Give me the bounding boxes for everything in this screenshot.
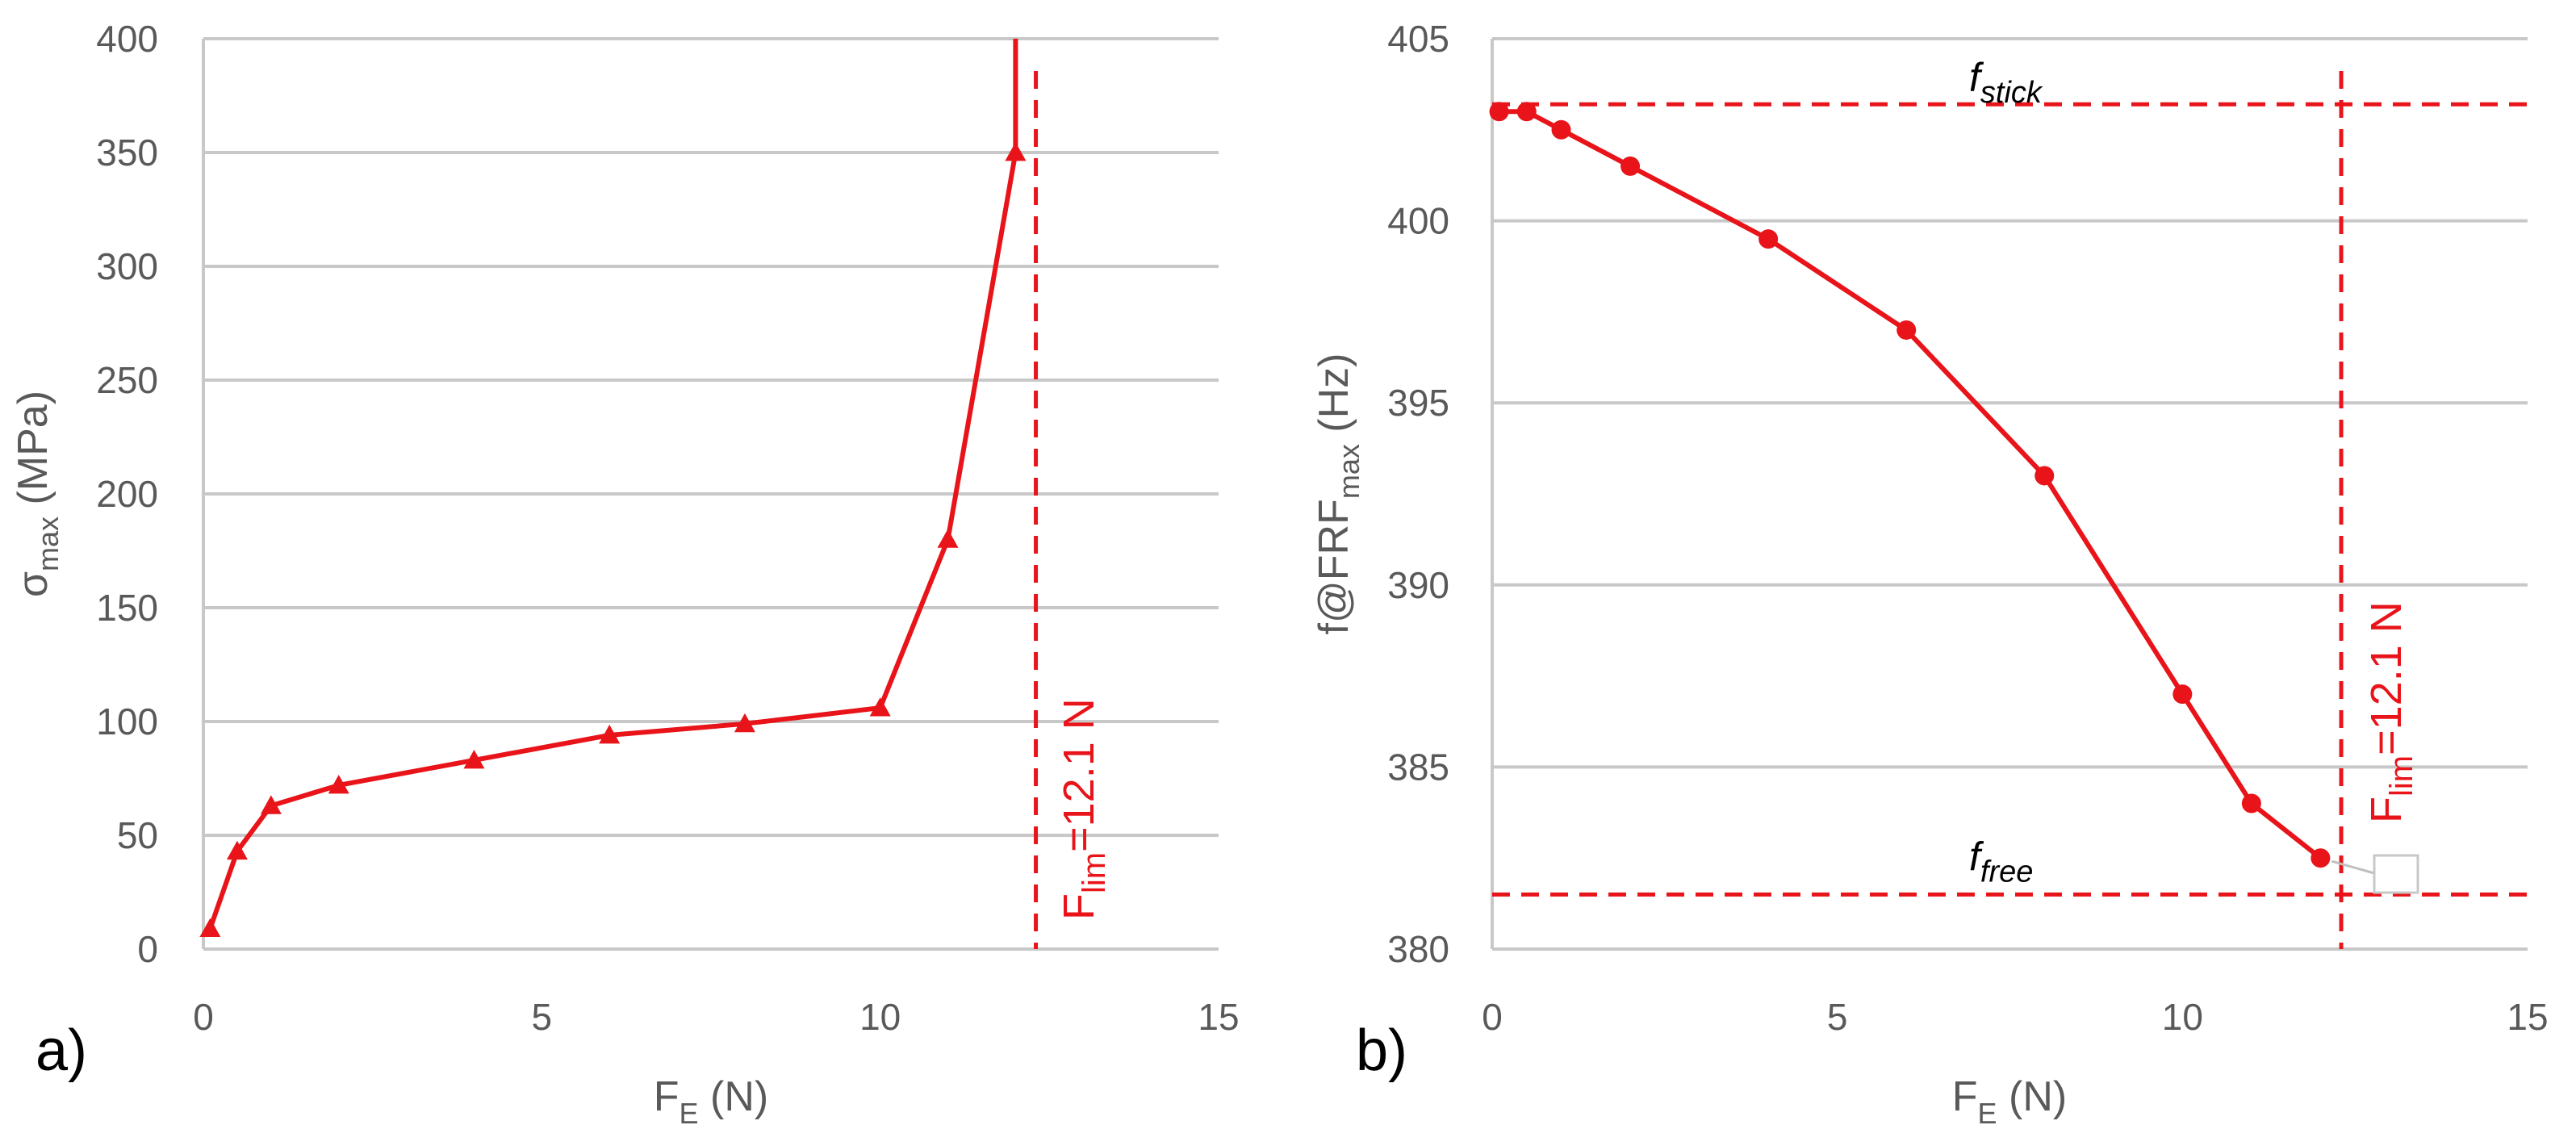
- y-tick-label: 390: [1387, 564, 1449, 606]
- reference-label-stick: fstick: [1969, 55, 2043, 110]
- limit-label: Flim=12.1 N: [1055, 698, 1112, 920]
- data-point-marker: [1551, 119, 1571, 140]
- y-tick-label: 300: [96, 245, 158, 287]
- callout-leader: [2331, 860, 2375, 875]
- data-point-marker: [2034, 466, 2055, 486]
- y-tick-label: 395: [1387, 382, 1449, 424]
- x-tick-label: 5: [1827, 996, 1848, 1038]
- data-point-marker: [2241, 793, 2261, 813]
- limit-label-sub: lim: [2384, 755, 2419, 797]
- x-tick-label: 0: [193, 996, 214, 1038]
- limit-label: Flim=12.1 N: [2362, 601, 2419, 823]
- data-point-marker: [1005, 142, 1027, 161]
- limit-label-rest: =12.1 N: [2362, 601, 2411, 755]
- data-point-marker: [328, 774, 349, 794]
- x-axis-title: FE (N): [1952, 1073, 2067, 1130]
- x-axis-title-unit: (N): [1997, 1073, 2068, 1120]
- empty-data-label-box: [2373, 854, 2419, 894]
- y-tick-label: 385: [1387, 746, 1449, 788]
- limit-label-sub: lim: [1077, 852, 1112, 893]
- x-axis-title-sub: E: [680, 1097, 699, 1130]
- reference-label-sub: stick: [1980, 76, 2043, 110]
- limit-label-main: F: [1055, 893, 1103, 920]
- data-point-marker: [937, 529, 959, 548]
- y-axis-title: σmax (MPa): [10, 391, 65, 597]
- data-point-marker: [463, 749, 485, 769]
- data-point-marker: [260, 795, 282, 814]
- y-axis-title-main: σ: [10, 571, 56, 597]
- data-point-marker: [1516, 102, 1537, 122]
- data-point-marker: [1758, 229, 1779, 249]
- series-line: [1499, 109, 2323, 860]
- y-tick-label: 350: [96, 132, 158, 174]
- data-point-marker: [2310, 848, 2331, 868]
- y-axis-title-sub: max: [31, 517, 65, 571]
- y-tick-label: 400: [1387, 200, 1449, 242]
- y-tick-label: 400: [96, 18, 158, 60]
- x-tick-label: 10: [859, 996, 901, 1038]
- y-axis-title-sub: max: [1332, 444, 1365, 499]
- data-point-marker: [869, 697, 891, 717]
- data-point-marker: [226, 840, 248, 860]
- y-tick-label: 100: [96, 701, 158, 742]
- reference-label-sub: free: [1980, 855, 2033, 889]
- data-point-marker: [199, 918, 221, 938]
- x-axis-title-unit: (N): [699, 1073, 769, 1120]
- y-tick-label: 405: [1387, 18, 1449, 60]
- x-tick-label: 0: [1482, 996, 1503, 1038]
- y-tick-label: 250: [96, 359, 158, 401]
- x-axis-title-sub: E: [1978, 1097, 1997, 1130]
- panel-label: a): [36, 1018, 87, 1083]
- x-tick-label: 15: [1198, 996, 1239, 1038]
- y-axis-title-unit: (MPa): [10, 391, 56, 517]
- y-axis-title-unit: (Hz): [1311, 353, 1357, 445]
- x-axis-title: FE (N): [654, 1073, 768, 1130]
- x-axis-title-main: F: [654, 1073, 680, 1120]
- panel-label: b): [1356, 1018, 1407, 1083]
- y-tick-label: 380: [1387, 928, 1449, 970]
- series-line: [207, 39, 1018, 930]
- x-tick-label: 10: [2162, 996, 2203, 1038]
- data-point-marker: [2172, 684, 2193, 705]
- y-tick-label: 0: [137, 928, 158, 970]
- y-axis-title: f@FRFmax (Hz): [1311, 353, 1365, 635]
- data-point-marker: [599, 724, 621, 744]
- data-point-marker: [1620, 156, 1641, 176]
- limit-label-main: F: [2362, 797, 2411, 823]
- y-tick-label: 50: [117, 814, 158, 856]
- x-tick-label: 5: [532, 996, 553, 1038]
- reference-label-free: ffree: [1969, 834, 2033, 889]
- y-axis-title-main: f@FRF: [1311, 499, 1357, 634]
- data-point-marker: [734, 713, 755, 733]
- y-tick-label: 150: [96, 587, 158, 629]
- x-tick-label: 15: [2507, 996, 2548, 1038]
- limit-label-rest: =12.1 N: [1055, 698, 1103, 852]
- data-point-marker: [1896, 320, 1917, 340]
- x-axis-title-main: F: [1952, 1073, 1978, 1120]
- data-point-marker: [1489, 102, 1509, 122]
- y-tick-label: 200: [96, 473, 158, 515]
